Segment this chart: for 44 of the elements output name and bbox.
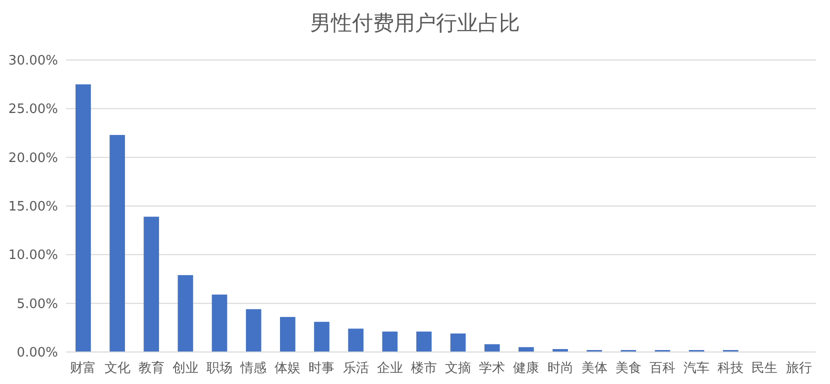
y-tick-label: 0.00% <box>16 346 58 361</box>
x-tick-label: 健康 <box>513 361 540 376</box>
bar <box>348 328 364 352</box>
x-tick-label: 文化 <box>104 361 130 376</box>
bar <box>450 334 466 352</box>
x-tick-label: 美食 <box>615 360 642 376</box>
y-tick-label: 15.00% <box>8 200 58 215</box>
bar <box>212 294 228 352</box>
x-tick-label: 企业 <box>376 361 403 376</box>
y-tick-label: 25.00% <box>8 102 58 118</box>
x-tick-label: 创业 <box>172 361 198 376</box>
y-tick-label: 5.00% <box>16 296 58 312</box>
x-tick-label: 财富 <box>70 360 96 376</box>
x-tick-label: 时尚 <box>547 361 574 376</box>
bar <box>178 275 194 352</box>
x-tick-label: 情感 <box>240 361 267 376</box>
x-tick-label: 职场 <box>206 361 233 376</box>
x-tick-label: 汽车 <box>684 361 710 376</box>
y-tick-label: 20.00% <box>8 150 58 166</box>
bar <box>314 322 330 352</box>
x-tick-label: 体娱 <box>274 361 301 376</box>
x-tick-label: 民生 <box>752 361 778 376</box>
chart-title: 男性付费用户行业占比 <box>310 11 520 35</box>
x-tick-label: 百科 <box>649 361 676 376</box>
bar <box>382 332 398 352</box>
x-tick-label: 学术 <box>479 361 506 376</box>
x-tick-label: 时事 <box>308 361 335 376</box>
x-tick-label: 乐活 <box>342 361 369 376</box>
bar <box>416 332 432 352</box>
bar <box>76 84 91 352</box>
x-tick-label: 旅行 <box>786 361 812 376</box>
x-tick-label: 美体 <box>581 360 608 376</box>
y-tick-label: 30.00% <box>8 54 58 69</box>
y-tick-label: 10.00% <box>8 248 58 264</box>
x-tick-label: 文摘 <box>445 361 472 376</box>
bar <box>246 309 262 352</box>
x-tick-label: 科技 <box>718 361 744 376</box>
x-tick-label: 教育 <box>138 360 164 376</box>
bar <box>144 216 160 352</box>
bar <box>518 347 534 352</box>
bar <box>280 316 296 352</box>
bar <box>110 134 125 352</box>
bar <box>484 344 500 352</box>
x-tick-label: 楼市 <box>410 361 437 376</box>
